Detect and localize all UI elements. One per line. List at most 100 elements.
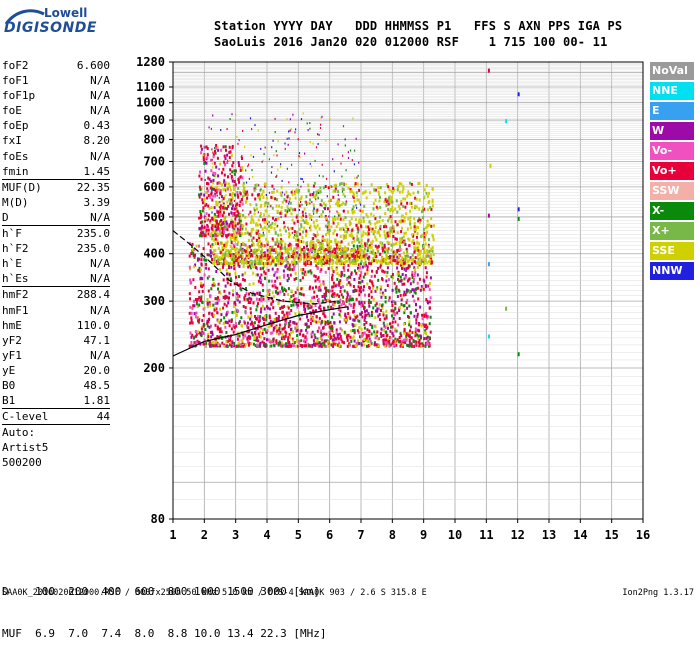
data-point: [337, 308, 340, 311]
data-point: [339, 289, 342, 293]
data-point: [383, 260, 386, 264]
data-point: [241, 226, 244, 229]
data-point: [200, 177, 203, 181]
data-point: [261, 332, 264, 335]
data-point: [256, 314, 259, 318]
data-point: [264, 227, 266, 230]
data-point: [228, 324, 231, 328]
data-point: [371, 251, 374, 255]
data-point: [332, 255, 335, 259]
data-point: [232, 232, 235, 236]
data-point: [320, 334, 323, 338]
data-point: [195, 334, 198, 338]
data-point: [297, 244, 300, 248]
data-point: [339, 309, 342, 313]
data-point: [331, 340, 334, 344]
data-point: [410, 262, 413, 266]
data-point: [193, 341, 196, 345]
data-point: [303, 207, 306, 211]
footer-fileinfo: SAA0K_2016020012000.RSF / 300fx256h 50 k…: [2, 588, 427, 598]
data-point: [283, 313, 286, 317]
data-point: [277, 216, 280, 220]
data-point: [277, 168, 279, 171]
data-point: [360, 210, 363, 213]
data-point: [319, 203, 322, 207]
data-point: [248, 245, 251, 248]
data-point: [304, 310, 307, 313]
data-point: [425, 255, 428, 258]
data-point: [378, 318, 381, 321]
data-point: [425, 323, 428, 327]
data-point: [255, 317, 258, 321]
data-point: [336, 255, 339, 259]
data-point: [423, 337, 426, 341]
data-point: [266, 196, 268, 200]
data-point: [202, 206, 205, 210]
data-point: [387, 196, 390, 200]
data-point: [233, 228, 236, 232]
data-point: [231, 113, 233, 116]
data-point: [326, 195, 328, 198]
data-point: [367, 232, 370, 236]
data-point: [288, 228, 290, 231]
data-point: [258, 335, 261, 339]
data-point: [236, 222, 239, 226]
data-point: [276, 268, 279, 272]
data-point: [394, 220, 397, 224]
param-value: N/A: [90, 257, 110, 271]
data-point: [325, 216, 328, 220]
data-point: [414, 268, 416, 272]
data-point: [231, 341, 234, 345]
data-point: [377, 266, 380, 270]
data-point: [289, 273, 292, 277]
data-point: [253, 321, 256, 325]
data-point: [269, 261, 271, 265]
data-point: [271, 245, 274, 249]
data-point: [260, 299, 263, 303]
data-point: [327, 186, 330, 190]
data-point: [222, 145, 225, 149]
data-point: [250, 331, 253, 335]
data-point: [302, 308, 305, 312]
data-point: [410, 202, 413, 205]
data-point: [239, 227, 242, 231]
data-point: [400, 261, 403, 265]
param-row: yF1 N/A: [2, 348, 110, 363]
data-point: [323, 339, 326, 343]
data-point: [361, 256, 364, 260]
data-point: [219, 251, 222, 255]
data-point: [368, 228, 370, 232]
data-point: [195, 311, 198, 315]
data-point: [384, 236, 387, 240]
data-point: [223, 204, 225, 208]
data-point: [295, 231, 298, 234]
data-point: [348, 261, 351, 265]
data-point: [302, 333, 305, 337]
data-point: [428, 223, 431, 227]
data-point: [231, 310, 234, 314]
data-point: [430, 254, 433, 258]
data-point: [329, 289, 332, 293]
data-point: [210, 335, 213, 339]
data-point: [345, 300, 348, 304]
data-point: [349, 188, 352, 192]
data-point: [251, 193, 254, 197]
data-point: [295, 243, 298, 247]
data-point: [429, 330, 432, 334]
data-point: [400, 278, 403, 282]
data-point: [381, 303, 384, 307]
data-point: [200, 295, 203, 299]
header-values: SaoLuis 2016 Jan20 020 012000 RSF 1 715 …: [214, 35, 608, 49]
data-point: [320, 245, 323, 249]
data-point: [321, 163, 323, 166]
data-point: [236, 227, 239, 231]
data-point: [377, 307, 380, 311]
data-point: [388, 217, 391, 220]
data-point: [374, 316, 377, 320]
data-point: [305, 337, 308, 341]
data-point: [302, 214, 305, 218]
data-point: [341, 175, 343, 178]
data-point: [200, 144, 203, 148]
data-point: [421, 206, 424, 210]
data-point: [209, 340, 211, 344]
